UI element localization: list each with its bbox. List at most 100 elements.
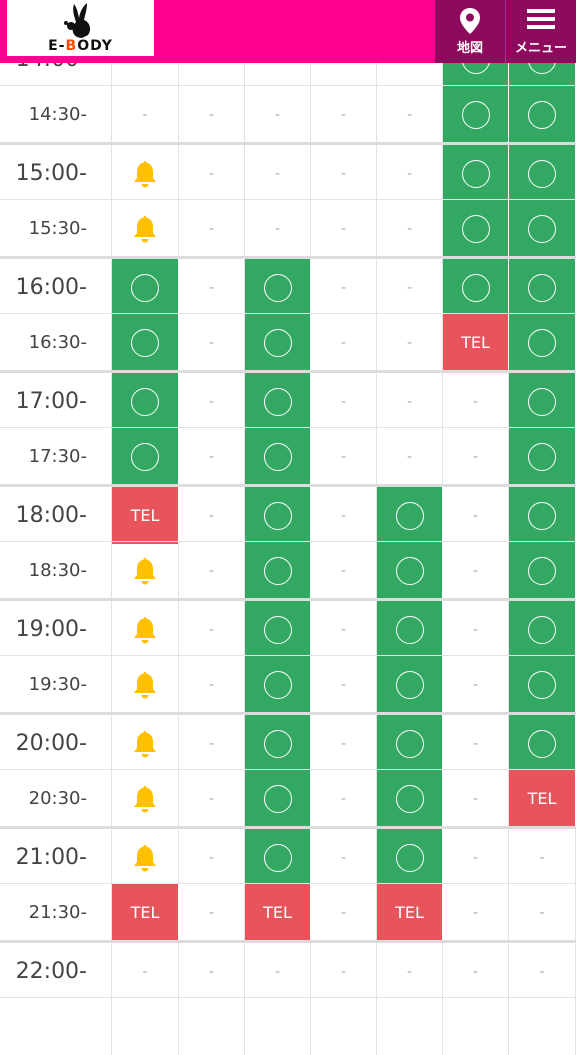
slot-available[interactable] [112,259,179,316]
time-label: 16:00- [0,259,112,316]
slot-tel[interactable]: TEL [377,884,443,941]
available-circle-icon [395,670,424,699]
slot-available[interactable] [509,373,576,430]
slot-notify[interactable] [112,770,179,827]
slot-available[interactable] [509,656,576,713]
slot-unavailable: - [377,943,443,1000]
slot-available[interactable] [443,259,509,316]
schedule-row: 15:30- - - - - [0,199,576,257]
slot-available[interactable] [245,770,311,827]
slot-unavailable: - [179,829,245,886]
slot-available[interactable] [112,373,179,430]
slot-available[interactable] [245,373,311,430]
slot-available[interactable] [509,601,576,658]
available-circle-icon [263,670,292,699]
menu-button[interactable]: メニュー [506,0,576,63]
available-circle-icon [395,729,424,758]
slot-available[interactable] [245,487,311,544]
slot-available[interactable] [443,145,509,202]
slot-notify[interactable] [112,715,179,772]
slot-available[interactable] [509,542,576,599]
slot-available[interactable] [509,715,576,772]
slot-notify[interactable] [112,829,179,886]
available-circle-icon [263,387,292,416]
slot-notify[interactable] [112,656,179,713]
slot-unavailable: - [179,86,245,143]
available-circle-icon [263,615,292,644]
slot-unavailable [443,998,509,1055]
rabbit-logo-icon [64,3,91,38]
slot-notify[interactable] [112,200,179,257]
bell-icon [131,729,159,759]
slot-tel[interactable]: TEL [112,487,179,544]
slot-available[interactable] [377,487,443,544]
slot-unavailable: - [377,314,443,371]
slot-available[interactable] [443,200,509,257]
slot-available[interactable] [377,656,443,713]
available-circle-icon [263,273,292,302]
schedule-row: 20:00- - - - [0,712,576,772]
slot-available[interactable] [509,86,576,143]
slot-available[interactable] [245,542,311,599]
slot-available[interactable] [509,428,576,485]
slot-tel[interactable]: TEL [245,884,311,941]
slot-unavailable: - [443,943,509,1000]
slot-available[interactable] [377,715,443,772]
slot-unavailable: - [443,656,509,713]
slot-available[interactable] [509,200,576,257]
slot-available[interactable] [245,829,311,886]
available-circle-icon [461,100,490,129]
schedule-row: 19:30- - - - [0,655,576,713]
slot-notify[interactable] [112,601,179,658]
schedule-table: 14:00------14:30------15:00-----15:30---… [0,28,576,1055]
slot-unavailable [509,998,576,1055]
slot-tel[interactable]: TEL [112,884,179,941]
available-circle-icon [131,387,159,416]
slot-notify[interactable] [112,145,179,202]
slot-unavailable: - [311,829,377,886]
slot-tel[interactable]: TEL [509,770,576,827]
time-label: 18:00- [0,487,112,544]
slot-unavailable: - [443,715,509,772]
slot-available[interactable] [509,487,576,544]
slot-available[interactable] [509,145,576,202]
time-label: 20:00- [0,715,112,772]
slot-available[interactable] [377,770,443,827]
slot-available[interactable] [245,601,311,658]
schedule-row: 16:00- - - - [0,256,576,316]
time-label: 22:00- [0,943,112,1000]
available-circle-icon [461,214,490,243]
logo[interactable]: E-BODY [7,0,154,56]
slot-available[interactable] [112,428,179,485]
slot-unavailable: - [311,373,377,430]
slot-unavailable: - [179,145,245,202]
slot-available[interactable] [112,314,179,371]
slot-tel[interactable]: TEL [443,314,509,371]
slot-available[interactable] [245,314,311,371]
slot-unavailable [112,998,179,1055]
slot-unavailable: - [112,943,179,1000]
slot-unavailable: - [112,86,179,143]
map-button[interactable]: 地図 [435,0,505,63]
slot-available[interactable] [245,259,311,316]
slot-available[interactable] [377,829,443,886]
slot-unavailable: - [179,715,245,772]
slot-unavailable: - [509,943,576,1000]
slot-available[interactable] [377,542,443,599]
time-label: 21:00- [0,829,112,886]
slot-unavailable: - [443,884,509,941]
slot-unavailable: - [311,601,377,658]
slot-available[interactable] [443,86,509,143]
slot-notify[interactable] [112,542,179,599]
slot-available[interactable] [245,715,311,772]
slot-available[interactable] [245,428,311,485]
available-circle-icon [528,556,556,585]
slot-available[interactable] [377,601,443,658]
slot-available[interactable] [245,656,311,713]
schedule-row: 17:00- - - - - [0,370,576,430]
slot-available[interactable] [509,259,576,316]
slot-unavailable [377,998,443,1055]
slot-unavailable: - [311,770,377,827]
time-label: 20:30- [0,770,112,827]
slot-available[interactable] [509,314,576,371]
